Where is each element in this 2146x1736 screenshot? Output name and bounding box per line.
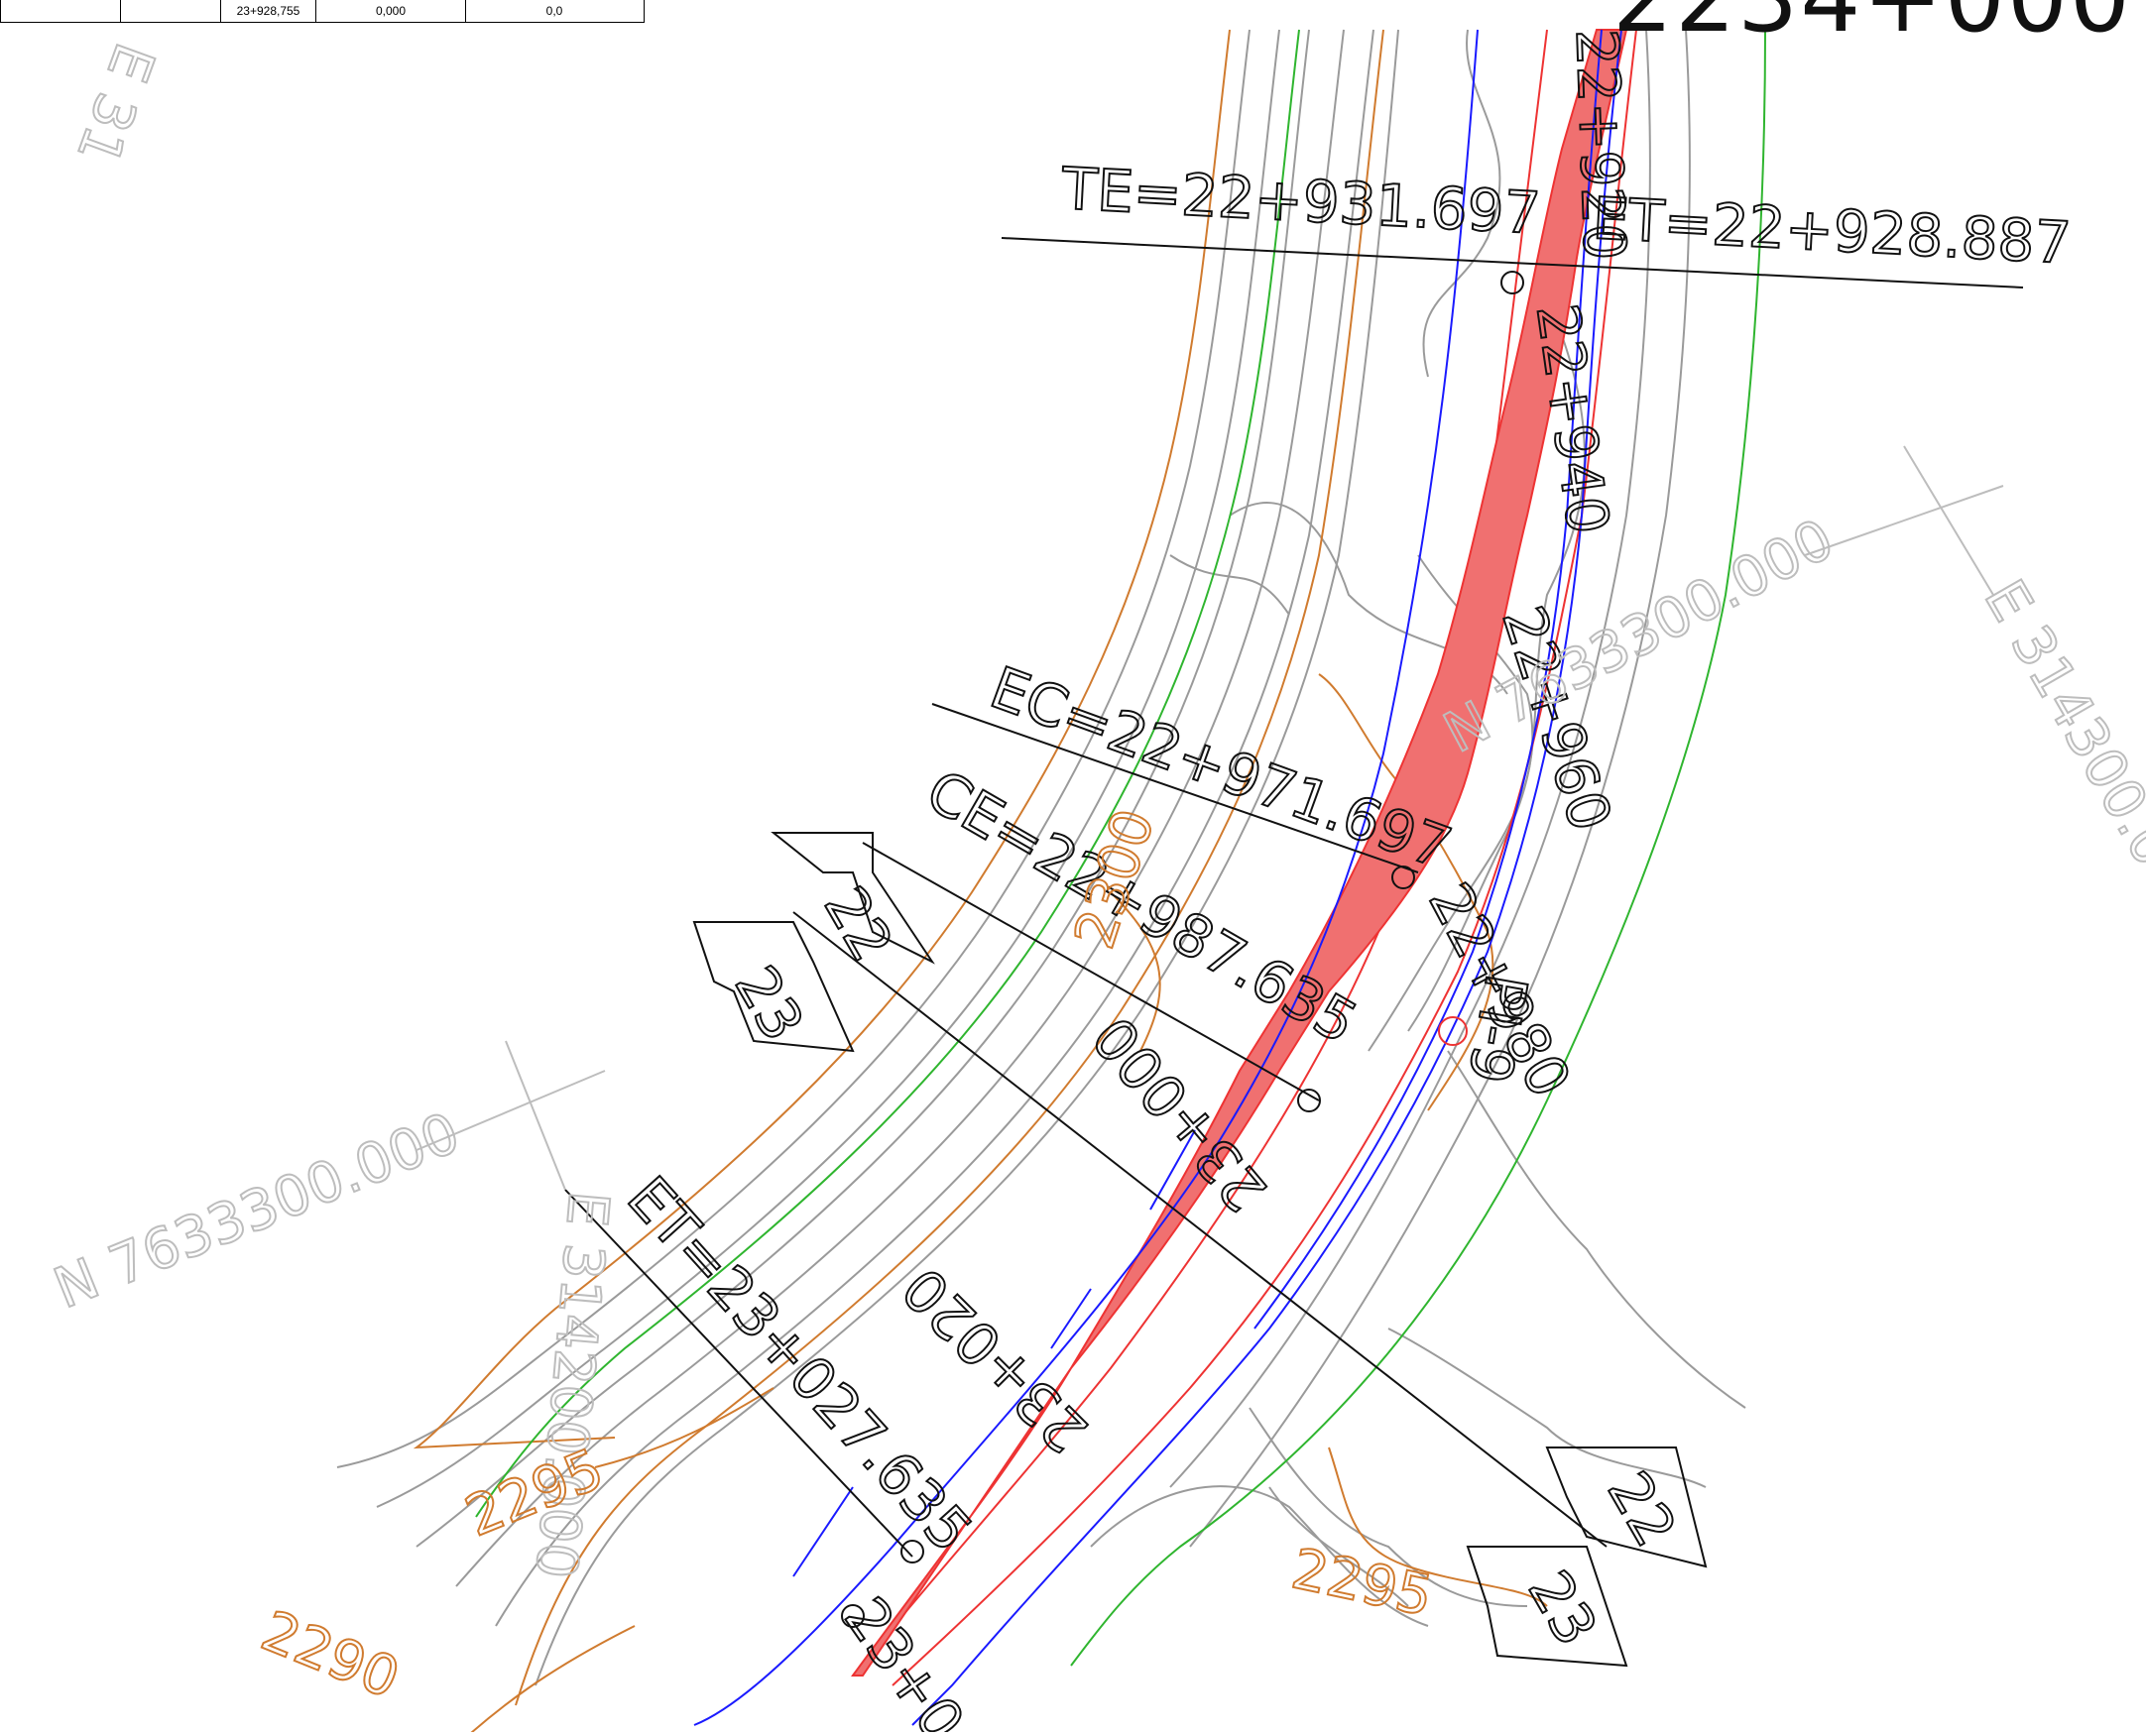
section-markers <box>692 832 1708 1668</box>
section-arrow-icon <box>1545 1447 1708 1568</box>
table-cell <box>121 0 221 22</box>
table-cell: 0,0 <box>545 4 563 18</box>
contour-label-2290: 2290 <box>253 1599 408 1712</box>
contour-label-2295-right: 2295 <box>1286 1537 1438 1629</box>
pi-circle-icon <box>1438 1016 1468 1046</box>
station-circle-icon <box>1297 1089 1321 1112</box>
grid-crosses <box>416 445 2004 1191</box>
table-cell: 23+928,755 <box>221 0 316 22</box>
chainage-6: 23+040 <box>832 1585 1019 1732</box>
label-et-bottom: ET=23+027.635 <box>615 1164 986 1564</box>
station-circle-icon <box>841 1604 865 1628</box>
grid-east-right: E 314300.000 <box>1971 570 2146 939</box>
road-centerline <box>693 29 1622 1726</box>
chainage-0: 22+920 <box>1563 28 1638 261</box>
cut-fill-area <box>851 29 1628 1677</box>
table-cell: 0,000 <box>316 0 466 22</box>
label-et-top: ET=22+928.887 <box>1591 184 2073 277</box>
label-te: TE=22+931.697 <box>1059 155 1542 247</box>
chainage-5: 23+020 <box>890 1254 1101 1465</box>
station-table-row: 23+928,755 0,000 0,0 <box>0 0 645 23</box>
section-label-upper-b: 23 <box>722 955 817 1052</box>
sheet-title: 2234+000 <box>1612 0 2132 54</box>
section-arrow-icon <box>1466 1546 1628 1668</box>
section-arrow-icon <box>692 921 855 1053</box>
grid-east-topleft: E 31 <box>63 35 167 173</box>
section-label-upper-a: 22 <box>811 875 906 973</box>
station-lines <box>564 237 2024 1558</box>
station-circle-icon <box>1391 866 1415 889</box>
section-arrow-icon <box>771 832 935 965</box>
offset-lines <box>475 29 1766 1667</box>
station-circle-icon <box>900 1540 924 1563</box>
station-circle-icon <box>1500 271 1524 294</box>
grid-north-left: N 7633300.000 <box>46 1100 469 1322</box>
station-circles <box>841 271 1524 1628</box>
table-cell <box>1 0 121 22</box>
major-contours <box>413 29 1548 1736</box>
